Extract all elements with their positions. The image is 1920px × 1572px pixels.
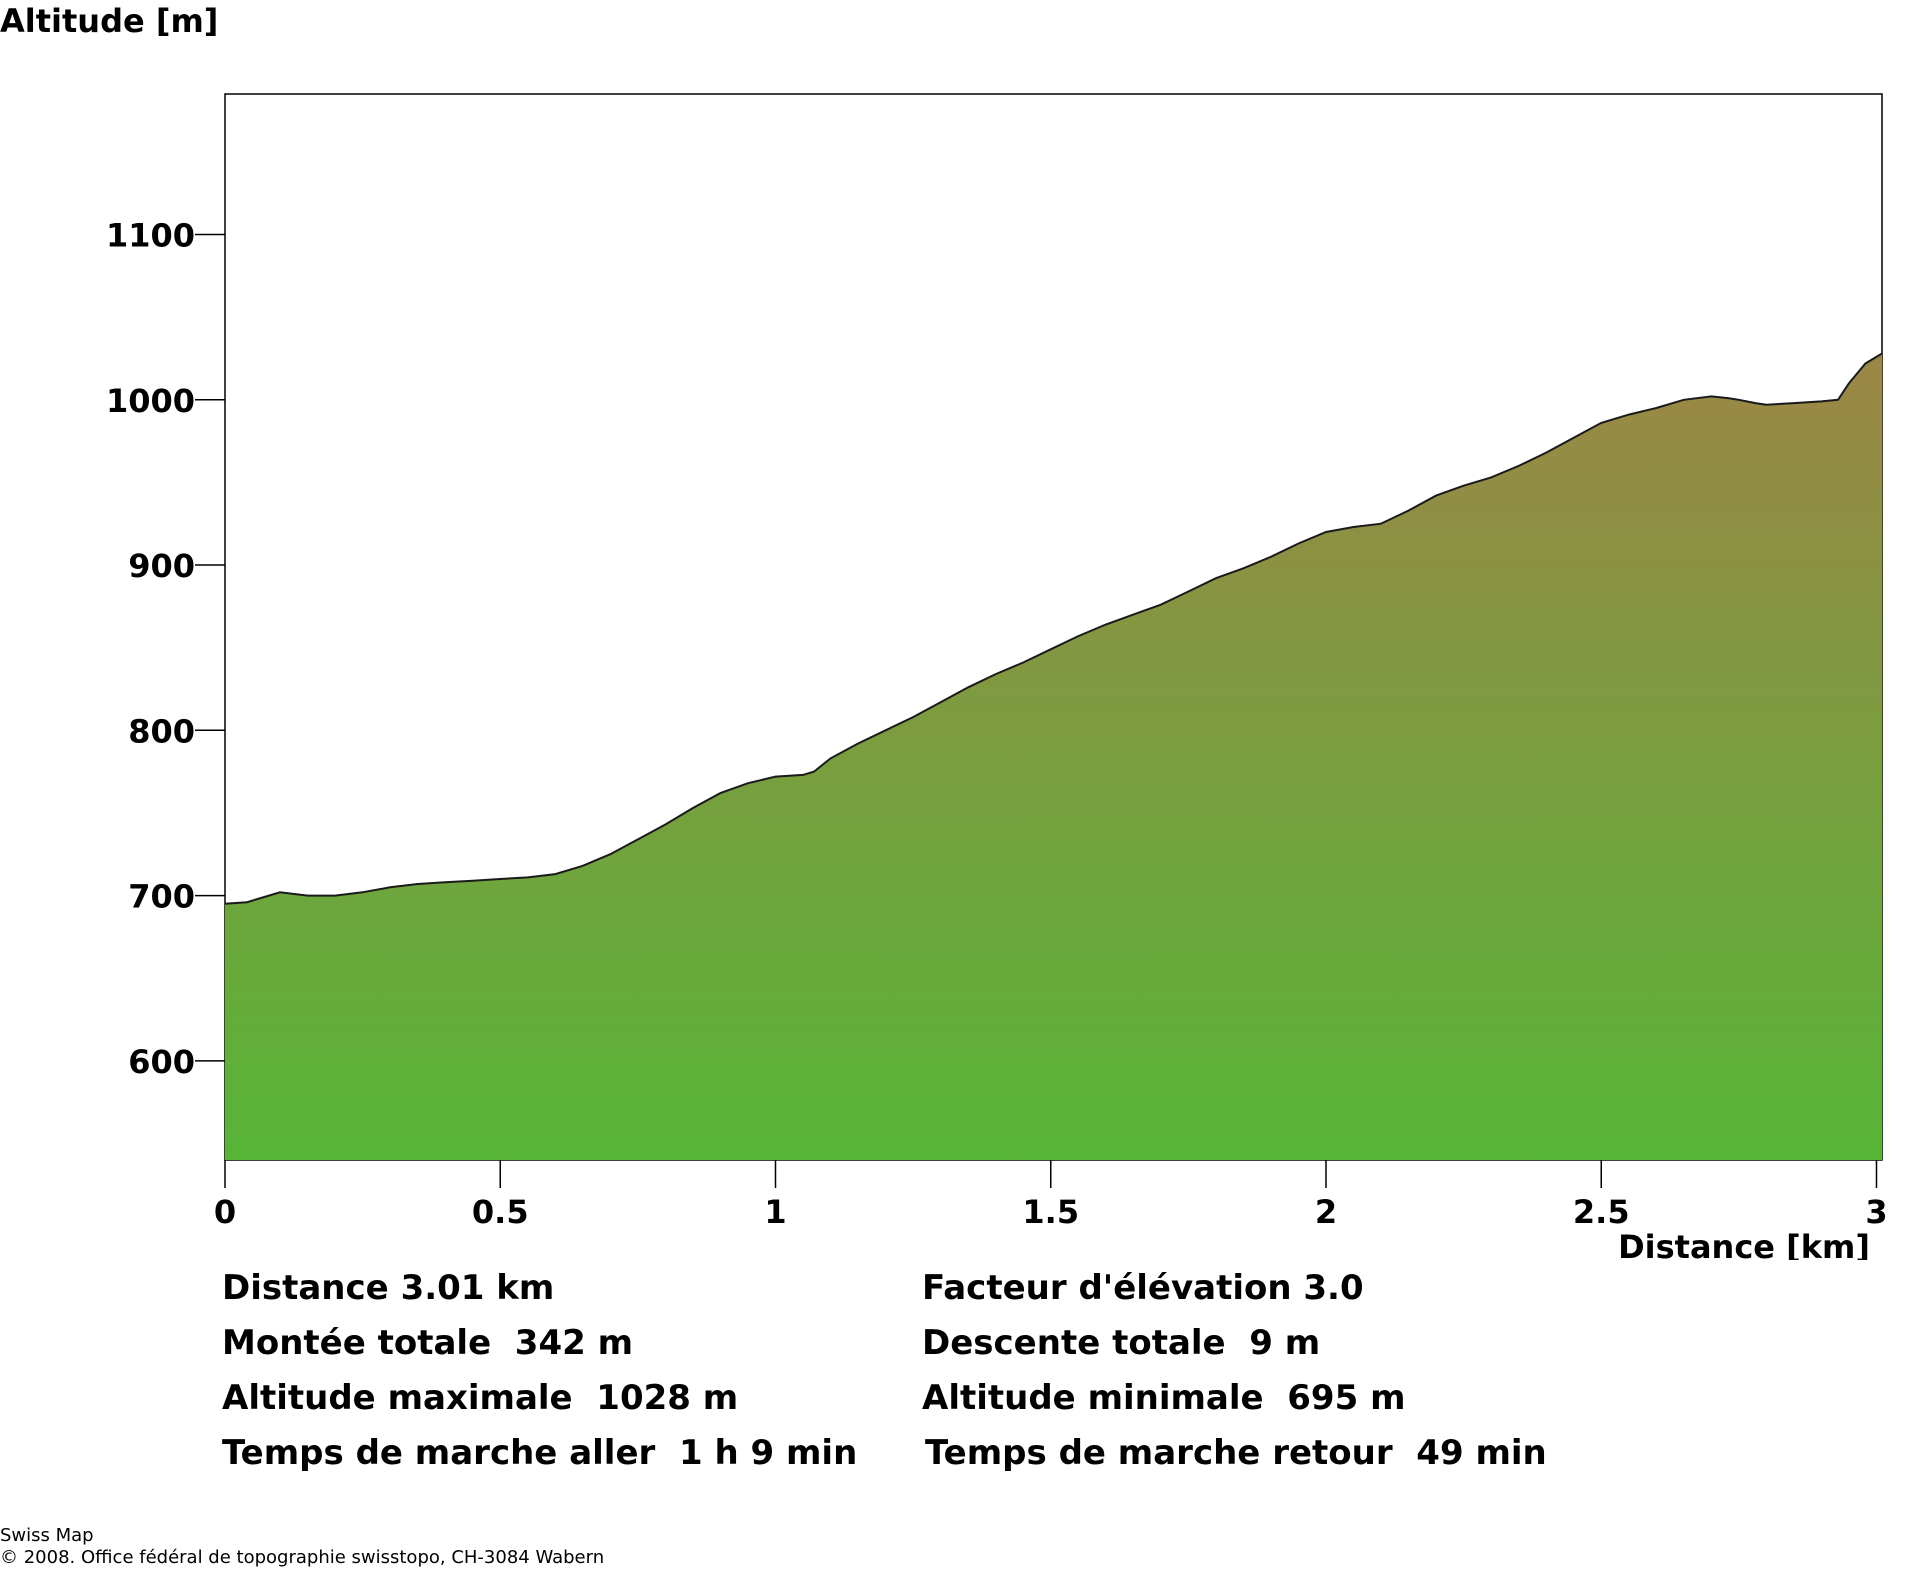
stat-total-ascent: Montée totale 342 m: [222, 1323, 634, 1363]
stat-max-altitude: Altitude maximale 1028 m: [222, 1378, 739, 1418]
footer-brand: Swiss Map: [0, 1525, 94, 1546]
y-tick-label: 1100: [106, 216, 195, 254]
x-tick-label: 2: [1315, 1193, 1337, 1231]
stat-elevation-factor: Facteur d'élévation 3.0: [922, 1268, 1364, 1308]
x-tick-label: 1.5: [1022, 1193, 1079, 1231]
x-tick-label: 2.5: [1573, 1193, 1630, 1231]
x-axis-title: Distance [km]: [1618, 1228, 1870, 1260]
footer-copyright: © 2008. Office fédéral de topographie sw…: [0, 1547, 605, 1568]
x-tick-label: 3: [1865, 1193, 1887, 1231]
stat-min-altitude: Altitude minimale 695 m: [922, 1378, 1406, 1418]
x-tick-label: 0: [214, 1193, 236, 1231]
stat-distance: Distance 3.01 km: [222, 1268, 555, 1308]
elevation-area: [225, 353, 1882, 1160]
y-tick-label: 900: [128, 547, 195, 585]
y-tick-label: 700: [128, 878, 195, 916]
stat-time-return: Temps de marche retour 49 min: [925, 1433, 1547, 1473]
y-tick-label: 1000: [106, 382, 195, 420]
y-tick-label: 800: [128, 712, 195, 750]
y-axis-title: Altitude [m]: [0, 2, 218, 40]
elevation-line: [224, 352, 1883, 905]
stat-total-descent: Descente totale 9 m: [922, 1323, 1321, 1363]
stat-time-forward: Temps de marche aller 1 h 9 min: [222, 1433, 858, 1473]
x-tick-label: 1: [764, 1193, 786, 1231]
x-tick-label: 0.5: [472, 1193, 529, 1231]
y-tick-label: 600: [128, 1043, 195, 1081]
elevation-profile-chart: Altitude [m] 600 700 800 900 1000 1100 0 0.5 1 1…: [0, 2, 1888, 1260]
